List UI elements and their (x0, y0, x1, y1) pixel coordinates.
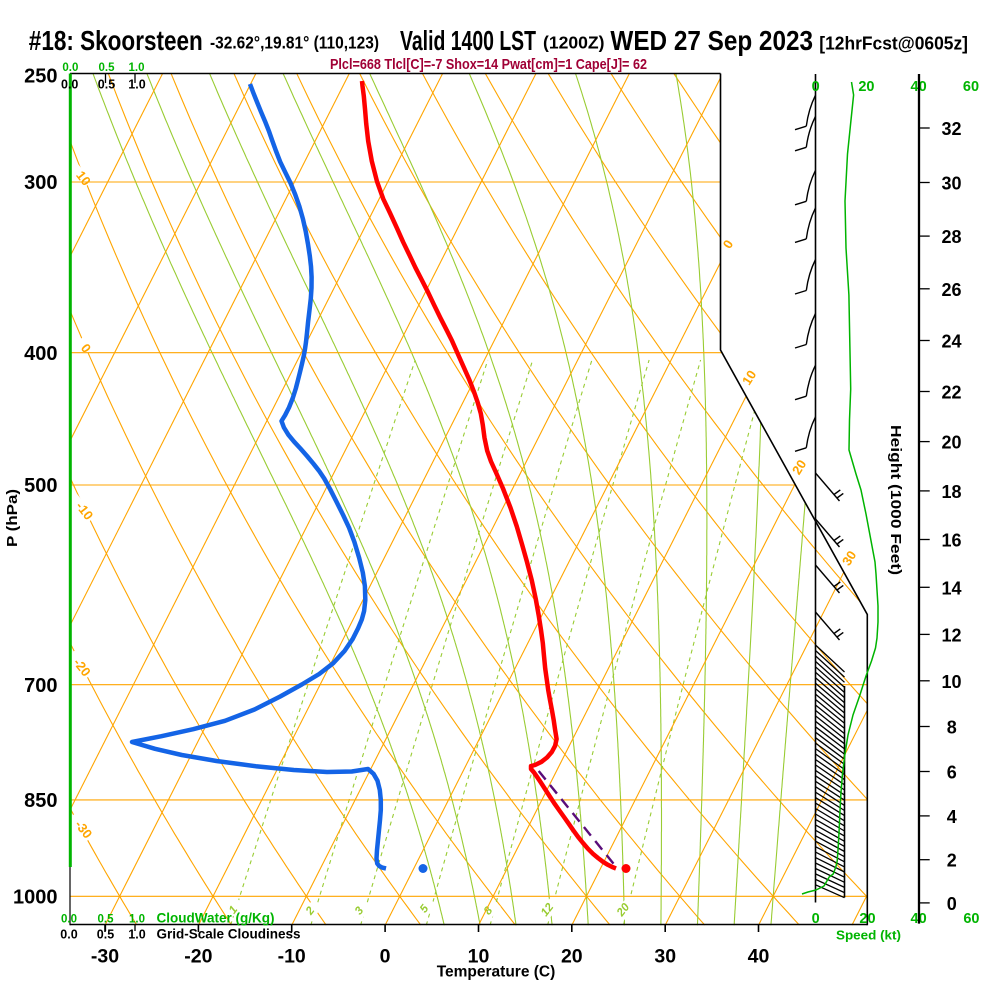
svg-text:40: 40 (748, 946, 770, 968)
svg-text:0.5: 0.5 (99, 62, 116, 74)
svg-text:0.0: 0.0 (60, 927, 77, 941)
svg-text:14: 14 (942, 578, 962, 598)
svg-text:WED 27 Sep 2023: WED 27 Sep 2023 (610, 25, 813, 56)
svg-text:-30: -30 (91, 946, 119, 968)
svg-text:700: 700 (24, 675, 57, 697)
svg-text:Plcl=668 Tlcl[C]=-7 Shox=14 Pw: Plcl=668 Tlcl[C]=-7 Shox=14 Pwat[cm]=1 C… (330, 56, 647, 73)
svg-text:0.0: 0.0 (62, 62, 78, 74)
svg-text:8: 8 (947, 718, 957, 738)
svg-text:10: 10 (739, 368, 759, 388)
svg-text:20: 20 (789, 457, 809, 477)
svg-text:Grid-Scale Cloudiness: Grid-Scale Cloudiness (157, 926, 301, 941)
svg-text:250: 250 (24, 65, 57, 87)
svg-text:Speed (kt): Speed (kt) (836, 928, 901, 942)
svg-text:28: 28 (942, 227, 962, 247)
svg-text:4: 4 (947, 807, 957, 827)
svg-text:Height (1000 Feet): Height (1000 Feet) (887, 425, 904, 575)
svg-text:CloudWater (g/Kg): CloudWater (g/Kg) (157, 910, 275, 925)
svg-text:26: 26 (942, 280, 962, 300)
svg-text:0: 0 (380, 946, 391, 968)
svg-text:60: 60 (963, 911, 979, 927)
svg-text:0: 0 (812, 79, 820, 95)
svg-text:18: 18 (942, 482, 962, 502)
svg-text:0.5: 0.5 (98, 913, 115, 925)
svg-text:10: 10 (468, 946, 490, 968)
svg-text:2: 2 (947, 851, 957, 871)
svg-text:10: 10 (942, 672, 962, 692)
svg-text:1000: 1000 (13, 886, 58, 908)
svg-text:24: 24 (942, 332, 962, 352)
svg-text:0.0: 0.0 (61, 913, 77, 925)
svg-text:20: 20 (561, 946, 583, 968)
svg-text:-20: -20 (184, 946, 212, 968)
svg-text:22: 22 (942, 383, 962, 403)
svg-text:30: 30 (839, 548, 859, 568)
svg-text:300: 300 (24, 172, 57, 194)
svg-text:30: 30 (942, 174, 962, 194)
svg-text:500: 500 (24, 475, 57, 497)
svg-text:Temperature (C): Temperature (C) (437, 964, 556, 981)
svg-text:[12hrFcst@0605z]: [12hrFcst@0605z] (819, 33, 968, 54)
svg-text:P (hPa): P (hPa) (4, 489, 21, 547)
svg-text:60: 60 (963, 79, 979, 95)
svg-text:0.5: 0.5 (98, 78, 115, 92)
svg-text:0.0: 0.0 (61, 78, 78, 92)
svg-text:6: 6 (947, 763, 957, 783)
svg-text:32: 32 (942, 119, 962, 139)
svg-text:1.0: 1.0 (128, 78, 145, 92)
svg-text:1.0: 1.0 (129, 913, 145, 925)
svg-text:850: 850 (24, 790, 57, 812)
svg-text:0: 0 (947, 894, 957, 914)
svg-text:#18: Skoorsteen: #18: Skoorsteen (29, 25, 203, 56)
svg-text:0.5: 0.5 (97, 927, 114, 941)
svg-text:Valid 1400 LST: Valid 1400 LST (400, 25, 536, 56)
svg-text:400: 400 (24, 343, 57, 365)
svg-text:20: 20 (859, 911, 875, 927)
svg-text:-32.62°,19.81° (110,123): -32.62°,19.81° (110,123) (210, 33, 379, 53)
svg-text:(1200Z): (1200Z) (543, 33, 605, 53)
svg-text:20: 20 (942, 433, 962, 453)
svg-text:30: 30 (654, 946, 676, 968)
svg-text:1.0: 1.0 (128, 927, 145, 941)
svg-text:1.0: 1.0 (129, 62, 145, 74)
svg-text:0: 0 (812, 911, 820, 927)
svg-text:-10: -10 (278, 946, 306, 968)
svg-text:16: 16 (942, 531, 962, 551)
svg-text:12: 12 (942, 625, 962, 645)
svg-text:20: 20 (858, 79, 874, 95)
